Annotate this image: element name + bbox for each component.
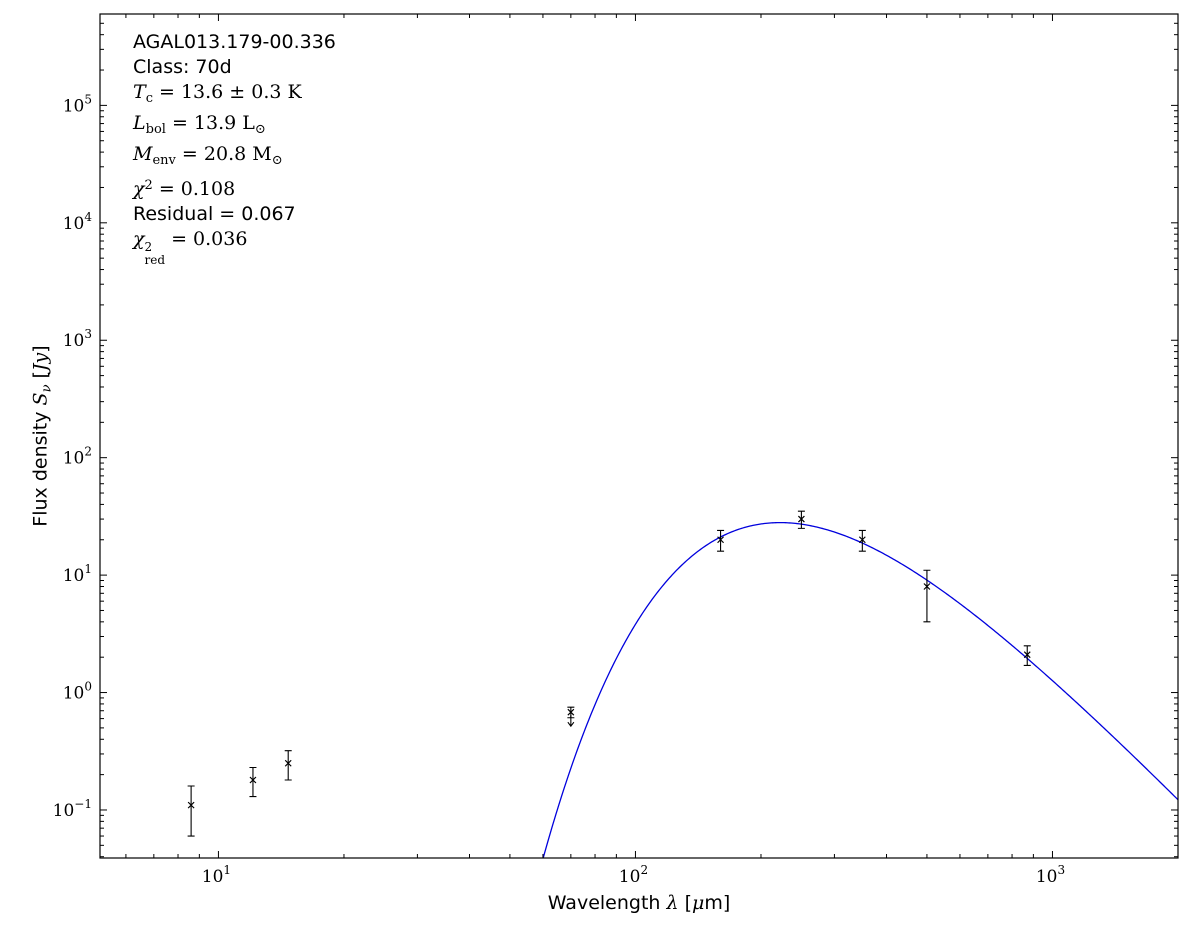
error-bar <box>284 750 292 781</box>
data-point-marker <box>1023 651 1031 659</box>
y-tick-label: 102 <box>63 445 92 469</box>
text-segment: S <box>29 392 52 406</box>
data-point-marker <box>858 536 866 544</box>
x-tick-label: 102 <box>619 863 648 887</box>
data-point-marker <box>923 583 931 590</box>
text-segment: ⊙ <box>254 121 266 137</box>
text-segment: [ <box>29 371 52 385</box>
annotation-line-6: Residual = 0.067 <box>133 202 336 227</box>
annotation-box: AGAL013.179-00.336 Class: 70d Tc = 13.6 ± … <box>133 30 336 266</box>
text-segment: 2 <box>144 177 153 193</box>
data-point-marker <box>717 536 724 544</box>
text-segment: T <box>133 81 146 103</box>
text-segment: M <box>133 142 153 165</box>
annotation-line-3: Lbol = 13.9 L⊙ <box>133 111 336 142</box>
text-segment: Class: 70d <box>133 56 232 78</box>
text-segment: Wavelength <box>547 892 667 914</box>
error-bar <box>249 766 257 798</box>
y-tick-label: 101 <box>63 562 92 586</box>
text-segment: env <box>152 152 176 168</box>
annotation-line-1: Class: 70d <box>133 55 336 80</box>
text-segment: χ <box>133 177 145 200</box>
text-segment: L <box>133 111 146 134</box>
text-segment: Flux density <box>29 405 52 527</box>
data-point-marker <box>187 801 195 809</box>
x-axis-label: Wavelength λ [μm] <box>548 892 731 914</box>
text-segment: AGAL013.179-00.336 <box>133 31 336 53</box>
superscript-subscript-stack: 2 red <box>144 240 166 267</box>
text-segment: λ <box>666 892 679 914</box>
text-segment: χ <box>133 227 145 250</box>
upper-limit-arrow <box>567 715 575 728</box>
text-segment: = 13.6 ± 0.3 K <box>152 81 302 103</box>
text-segment: = 0.036 <box>165 227 248 250</box>
y-tick-label: 104 <box>63 210 93 234</box>
data-point-marker <box>284 759 292 767</box>
error-bar <box>1023 645 1031 667</box>
y-tick-label: 105 <box>63 92 92 116</box>
error-bar <box>858 529 866 552</box>
annotation-line-5: χ2 = 0.108 <box>133 173 336 202</box>
data-points-group <box>187 510 1031 837</box>
text-segment: Residual = 0.067 <box>133 202 296 225</box>
text-segment: Jy <box>29 352 52 372</box>
text-segment: ν <box>39 384 55 393</box>
text-segment: μ <box>691 892 705 914</box>
text-segment: c <box>145 90 153 106</box>
text-segment: = 20.8 M <box>175 142 272 165</box>
text-segment: bol <box>145 121 166 137</box>
annotation-line-0: AGAL013.179-00.336 <box>133 30 336 55</box>
y-tick-label: 100 <box>63 680 92 704</box>
text-segment: ⊙ <box>271 152 283 168</box>
annotation-line-2: Tc = 13.6 ± 0.3 K <box>133 80 336 111</box>
y-tick-label: 103 <box>63 327 92 351</box>
y-tick-label: 10−1 <box>53 797 92 821</box>
annotation-line-4: Menv = 20.8 M⊙ <box>133 142 336 173</box>
data-point-marker <box>249 776 257 784</box>
plot-frame <box>99 13 1179 859</box>
data-point-marker <box>797 515 805 523</box>
text-segment: ] <box>29 345 52 353</box>
error-bar <box>717 529 725 552</box>
text-segment: m] <box>704 892 731 914</box>
tick-marks <box>100 13 1179 858</box>
error-bar <box>923 569 931 623</box>
annotation-line-7: χ 2 red = 0.036 <box>133 227 336 267</box>
text-segment: = 0.108 <box>152 177 236 200</box>
text-segment: [ <box>678 892 692 914</box>
x-tick-label: 103 <box>1036 863 1065 887</box>
text-segment: = 13.9 L <box>165 111 255 134</box>
data-point-marker <box>567 708 575 716</box>
error-bar <box>187 785 195 837</box>
model-curve <box>542 521 1178 858</box>
x-tick-label: 101 <box>202 863 231 887</box>
y-axis-label: Flux density Sν [Jy] <box>30 345 55 526</box>
